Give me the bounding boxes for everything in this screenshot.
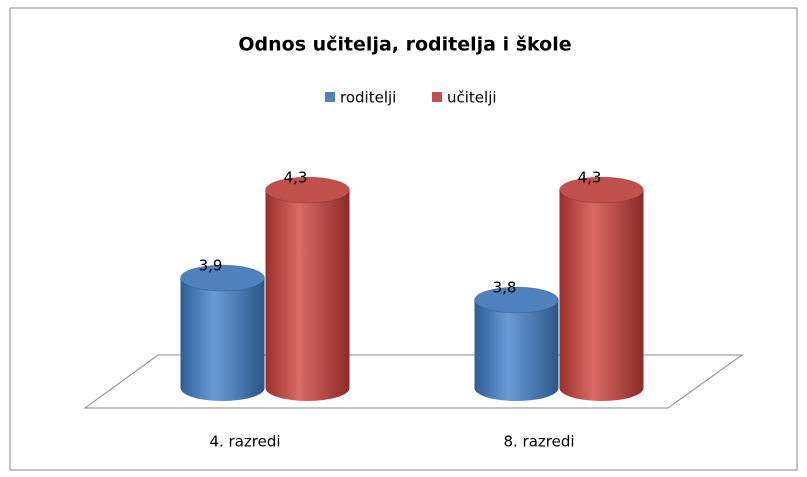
x-tick-label: 8. razredi — [503, 433, 574, 451]
data-label: 3,9 — [199, 257, 223, 275]
cylinder — [180, 264, 265, 402]
cylinder — [474, 286, 559, 402]
data-label: 4,3 — [284, 169, 308, 187]
data-label: 4,3 — [578, 169, 602, 187]
cylinder — [559, 176, 644, 402]
legend-swatch — [325, 92, 335, 102]
cylinder-top — [559, 176, 644, 204]
cylinder — [265, 176, 350, 401]
cylinder-body — [559, 190, 644, 402]
cylinder-top — [180, 264, 265, 292]
cylinder-body — [265, 190, 350, 401]
legend-swatch — [432, 92, 442, 102]
x-tick-label: 4. razredi — [209, 433, 280, 451]
data-label: 3,8 — [493, 279, 517, 297]
cylinder-top — [265, 176, 350, 204]
chart-title: Odnos učitelja, roditelja i škole — [238, 34, 571, 56]
cylinder-body — [474, 300, 559, 402]
legend-label: roditelji — [340, 89, 396, 107]
legend-label: učitelji — [447, 89, 497, 107]
cylinder-top — [474, 286, 559, 314]
cylinder-body — [180, 278, 265, 402]
